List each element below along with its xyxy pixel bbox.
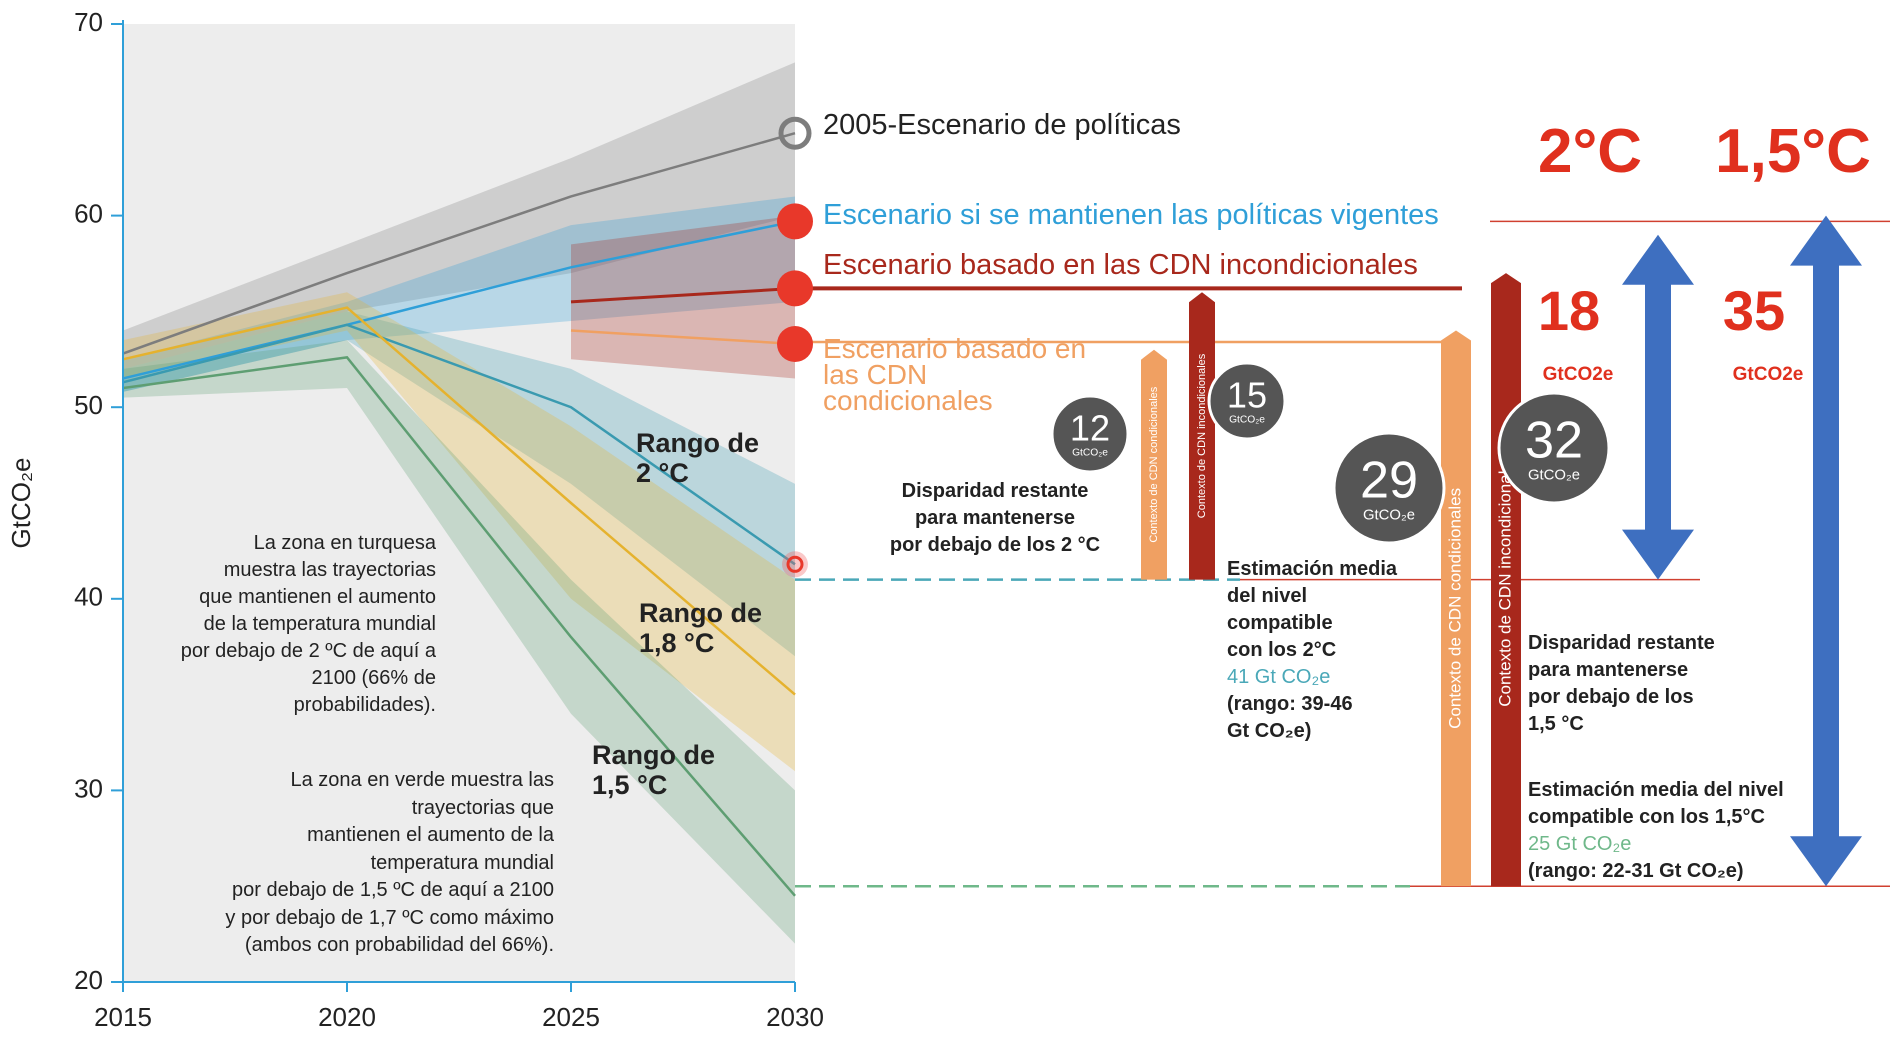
total-gap: 18 xyxy=(1538,279,1600,342)
series-line xyxy=(122,323,796,566)
series-line xyxy=(122,220,796,380)
gap-value: 32 xyxy=(1525,411,1583,469)
range-band xyxy=(123,292,795,772)
y-tick-label: 30 xyxy=(74,773,103,803)
gap-value: 15 xyxy=(1227,374,1267,415)
gap-value: 29 xyxy=(1360,451,1418,509)
x-tick-label: 2020 xyxy=(318,1002,376,1032)
series-line xyxy=(122,132,796,355)
end-glow xyxy=(782,551,808,578)
gap-unit: GtCO₂e xyxy=(1229,415,1265,426)
range-text: (rango: 22-31 Gt CO₂e) xyxy=(1528,860,1744,882)
end-point xyxy=(777,325,813,362)
series-label: Escenario si se mantienen las políticas … xyxy=(823,199,1439,231)
x-tick-label: 2015 xyxy=(94,1002,152,1032)
end-point xyxy=(777,270,813,307)
series-label: Escenario basado en las CDN incondiciona… xyxy=(823,249,1418,281)
x-tick-label: 2025 xyxy=(542,1002,600,1032)
end-point xyxy=(777,203,813,240)
y-tick-label: 60 xyxy=(74,198,103,228)
total-gap: 35 xyxy=(1723,279,1785,342)
plot-background xyxy=(123,24,795,982)
y-tick-label: 40 xyxy=(74,582,103,612)
range-label: Rango de 1,8 °C xyxy=(639,598,763,658)
range-band xyxy=(123,311,795,657)
estimate-text: Estimación media del nivel compatible co… xyxy=(1227,558,1398,661)
gap-text: Disparidad restante para mantenerse por … xyxy=(1528,632,1715,735)
gap-arrow xyxy=(1790,215,1862,887)
note: La zona en turquesa muestra las trayecto… xyxy=(180,532,436,716)
gap-circle xyxy=(1497,391,1611,505)
target-value: 41 Gt CO₂e xyxy=(1227,666,1331,688)
estimate-text: Estimación media del nivel compatible co… xyxy=(1528,779,1784,828)
end-ring xyxy=(778,116,812,150)
gap-bar-label: Contexto de CDN condicionales xyxy=(1148,386,1160,542)
series-line xyxy=(570,286,796,304)
gap-unit: GtCO₂e xyxy=(1363,507,1415,523)
gap-bar xyxy=(1189,292,1215,580)
range-band xyxy=(123,196,795,392)
gap-circle xyxy=(1332,431,1446,545)
gap-bar-label: Contexto de CDN incondicionales xyxy=(1196,353,1208,518)
x-tick-label: 2030 xyxy=(766,1002,824,1032)
gap-unit: GtCO₂e xyxy=(1528,467,1580,483)
range-text: (rango: 39-46 Gt CO₂e) xyxy=(1227,693,1353,742)
total-gap-unit: GtCO2e xyxy=(1543,364,1614,385)
gap-arrow xyxy=(1622,234,1694,580)
series-line xyxy=(122,306,796,696)
y-tick-label: 70 xyxy=(74,7,103,37)
gap-bar xyxy=(1141,349,1167,580)
series-label: 2005-Escenario de políticas xyxy=(823,109,1181,141)
gap-bar xyxy=(1441,330,1471,887)
gap-text: Disparidad restante para mantenerse por … xyxy=(889,480,1101,556)
note: La zona en verde muestra las trayectoria… xyxy=(225,769,554,956)
end-point xyxy=(786,555,804,573)
y-tick-label: 50 xyxy=(74,390,103,420)
range-band xyxy=(123,340,795,944)
gap-circle xyxy=(1207,361,1287,441)
gap-bar-label: Contexto de CDN incondicionales xyxy=(1495,453,1514,707)
series-line xyxy=(570,329,796,346)
gap-value: 12 xyxy=(1070,407,1110,448)
target-title: 1,5°C xyxy=(1715,117,1871,186)
y-tick-label: 20 xyxy=(74,965,103,995)
total-gap-unit: GtCO2e xyxy=(1733,364,1804,385)
range-label: Rango de 2 °C xyxy=(636,428,760,488)
y-axis-label: GtCO₂e xyxy=(6,458,36,549)
gap-unit: GtCO₂e xyxy=(1072,448,1108,459)
gap-circle xyxy=(1050,394,1130,474)
target-value: 25 Gt CO₂e xyxy=(1528,833,1632,855)
gap-bar-label: Contexto de CDN condicionales xyxy=(1445,488,1464,729)
series-line xyxy=(122,356,796,897)
range-label: Rango de 1,5 °C xyxy=(592,740,716,800)
series-label: Escenario basado en las CDN condicionale… xyxy=(823,333,1087,416)
target-title: 2°C xyxy=(1538,117,1642,186)
